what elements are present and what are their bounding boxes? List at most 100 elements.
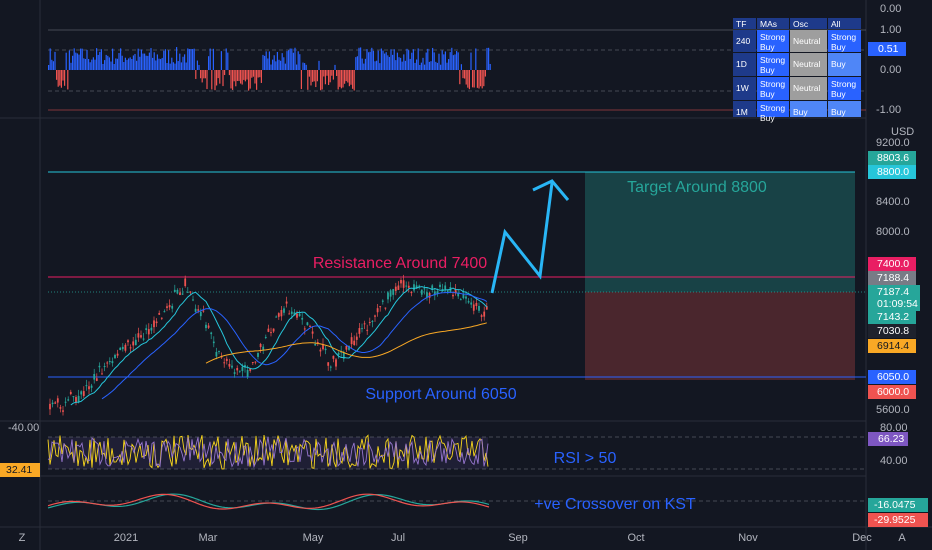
candle (366, 329, 369, 331)
osc-bar (203, 70, 205, 79)
candle (106, 362, 109, 364)
candle (340, 351, 343, 353)
osc-bar (422, 57, 424, 70)
candle (160, 317, 163, 319)
candle (332, 355, 335, 359)
candle (220, 356, 223, 358)
candle (119, 347, 122, 351)
price-tag-bg (868, 165, 916, 179)
osc-bar (297, 51, 299, 70)
candle (194, 308, 197, 312)
price-tag: 7030.8 (877, 325, 909, 337)
price-tag-bg (868, 370, 916, 384)
osc-bar (371, 47, 373, 70)
table-cell (828, 77, 861, 100)
osc-bar (195, 70, 197, 79)
candle (423, 288, 426, 290)
osc-bar (454, 54, 456, 70)
candle (127, 340, 129, 343)
candle (355, 336, 358, 340)
candle (374, 315, 376, 317)
candle (350, 337, 353, 345)
candle (298, 313, 301, 317)
candle (311, 331, 314, 334)
osc-bar (227, 52, 229, 70)
osc-bar (308, 70, 310, 77)
osc-bar (334, 64, 336, 70)
price-tags: 8803.6 8800.0 7400.0 7188.4 7187.401:09:5471… (868, 151, 920, 399)
osc-bar (318, 60, 320, 70)
candle (436, 291, 439, 294)
candle (171, 305, 174, 309)
price-tag: 7143.2 (877, 311, 909, 323)
osc-bar (176, 47, 178, 70)
table-header-cell (733, 18, 756, 29)
candle (485, 306, 488, 310)
osc-bar (404, 60, 406, 70)
candle (176, 289, 179, 294)
osc-bar (345, 70, 347, 82)
osc-bar (185, 62, 187, 70)
candle (244, 365, 246, 368)
osc-bar (116, 58, 118, 70)
osc-bar (358, 47, 360, 70)
candle (376, 308, 379, 313)
osc-bar (470, 52, 472, 70)
osc-bar (51, 59, 53, 70)
osc-bar (128, 58, 130, 70)
candle (184, 278, 187, 287)
support-annotation: Support Around 6050 (365, 386, 516, 403)
osc-bar (235, 70, 237, 87)
candle (410, 291, 413, 294)
candle (439, 284, 441, 288)
price-tag-bg (868, 339, 916, 353)
osc-bar (352, 70, 354, 89)
osc-bar (425, 52, 427, 70)
candle (111, 361, 114, 364)
osc-bar (305, 64, 307, 70)
table-cell (790, 77, 827, 100)
candle (132, 341, 135, 346)
osc-bar (417, 48, 419, 70)
time-axis-label: 2021 (114, 532, 138, 544)
candle (420, 289, 423, 295)
candle (368, 322, 371, 324)
osc-bar (147, 55, 149, 70)
candle (392, 289, 395, 295)
osc-bar (216, 70, 218, 86)
candle (301, 317, 304, 320)
candle (155, 321, 158, 324)
osc-bar (73, 48, 75, 70)
candle (69, 391, 72, 395)
osc-bar (387, 55, 389, 70)
candle (379, 306, 382, 308)
candle (272, 328, 275, 332)
candle (168, 305, 171, 308)
candle (324, 348, 327, 351)
osc-bar (328, 70, 330, 85)
osc-bar (57, 70, 59, 87)
osc-bar (443, 54, 445, 70)
osc-bar (174, 63, 176, 70)
osc-bar (332, 70, 334, 80)
table-cell-text: Strong Buy (760, 32, 785, 52)
osc-bar (372, 50, 374, 70)
candle (480, 315, 483, 317)
price-axis-label: 8000.0 (876, 226, 910, 238)
osc-bar (467, 70, 469, 88)
osc-bar (139, 56, 141, 70)
candle (80, 391, 83, 395)
osc-bar (304, 63, 306, 70)
osc-bar (315, 70, 317, 88)
price-tag-bg (868, 285, 920, 311)
osc-bar (124, 57, 126, 70)
table-cell-text: Buy (793, 107, 808, 117)
candle (228, 363, 231, 367)
osc-bar (339, 70, 341, 87)
price-tag: 7187.4 (877, 286, 909, 298)
osc-bar (486, 47, 488, 70)
osc-bar (145, 55, 147, 70)
candle (397, 285, 400, 290)
osc-bar (67, 70, 69, 90)
osc-bar (84, 58, 86, 70)
